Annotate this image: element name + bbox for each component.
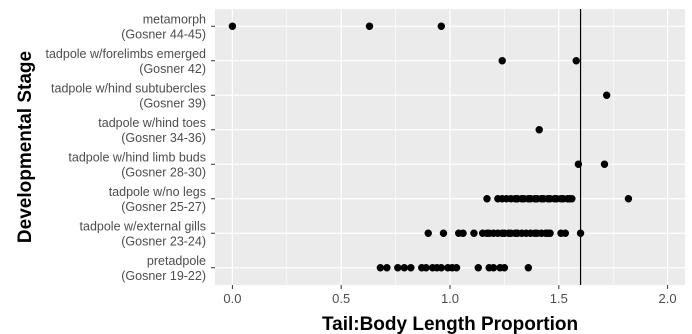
y-axis-ticks: pretadpole(Gosner 19-22) tadpole w/extern…	[46, 12, 215, 283]
y-tick-label: pretadpole	[147, 254, 206, 268]
data-point	[524, 264, 533, 272]
data-point	[400, 264, 409, 272]
data-point	[546, 229, 554, 237]
data-point	[600, 160, 609, 168]
y-tick-label: (Gosner 39)	[139, 96, 206, 110]
data-point	[561, 229, 570, 237]
data-point	[422, 264, 430, 272]
y-tick-label: tadpole w/hind limb buds	[68, 150, 206, 164]
data-point	[474, 264, 482, 272]
data-point	[394, 264, 402, 272]
x-axis-ticks: 0.0 0.5 1.0 1.5 2.0	[223, 285, 677, 306]
y-tick-label: (Gosner 25-27)	[121, 200, 206, 214]
y-tick-label: tadpole w/forelimbs emerged	[46, 47, 207, 61]
data-point	[459, 229, 467, 237]
data-point	[365, 22, 374, 30]
data-point	[498, 57, 506, 65]
data-point	[602, 91, 611, 99]
x-tick-label: 1.0	[441, 291, 459, 306]
data-point	[470, 229, 478, 237]
y-tick-label: tadpole w/external gills	[80, 219, 206, 233]
y-tick-label: tadpole w/no legs	[109, 185, 206, 199]
data-point	[383, 264, 391, 272]
x-tick-label: 1.5	[550, 291, 568, 306]
data-point	[483, 195, 491, 203]
x-tick-label: 0.0	[223, 291, 241, 306]
data-point	[407, 264, 415, 272]
data-point	[452, 264, 461, 272]
y-tick-label: tadpole w/hind subtubercles	[51, 81, 206, 95]
y-tick-label: (Gosner 42)	[139, 62, 206, 76]
data-point	[500, 264, 509, 272]
data-point	[376, 264, 385, 272]
y-tick-label: (Gosner 23-24)	[121, 234, 206, 248]
data-point	[437, 264, 445, 272]
data-point	[424, 229, 432, 237]
x-axis-title: Tail:Body Length Proportion	[322, 314, 578, 334]
data-point	[489, 264, 498, 272]
y-tick-label: (Gosner 28-30)	[121, 165, 206, 179]
data-point	[437, 22, 445, 30]
data-point	[439, 229, 448, 237]
x-tick-label: 2.0	[659, 291, 677, 306]
x-tick-label: 0.5	[332, 291, 350, 306]
data-point	[535, 126, 543, 134]
y-tick-label: metamorph	[143, 12, 206, 26]
y-tick-label: tadpole w/hind toes	[98, 116, 206, 130]
y-tick-label: (Gosner 19-22)	[121, 269, 206, 283]
data-point	[572, 57, 580, 65]
y-axis-title: Developmental Stage	[15, 51, 36, 243]
y-tick-label: (Gosner 34-36)	[121, 131, 206, 145]
data-point	[624, 195, 633, 203]
data-point	[568, 195, 576, 203]
data-point	[228, 22, 237, 30]
y-tick-label: (Gosner 44-45)	[121, 27, 206, 41]
